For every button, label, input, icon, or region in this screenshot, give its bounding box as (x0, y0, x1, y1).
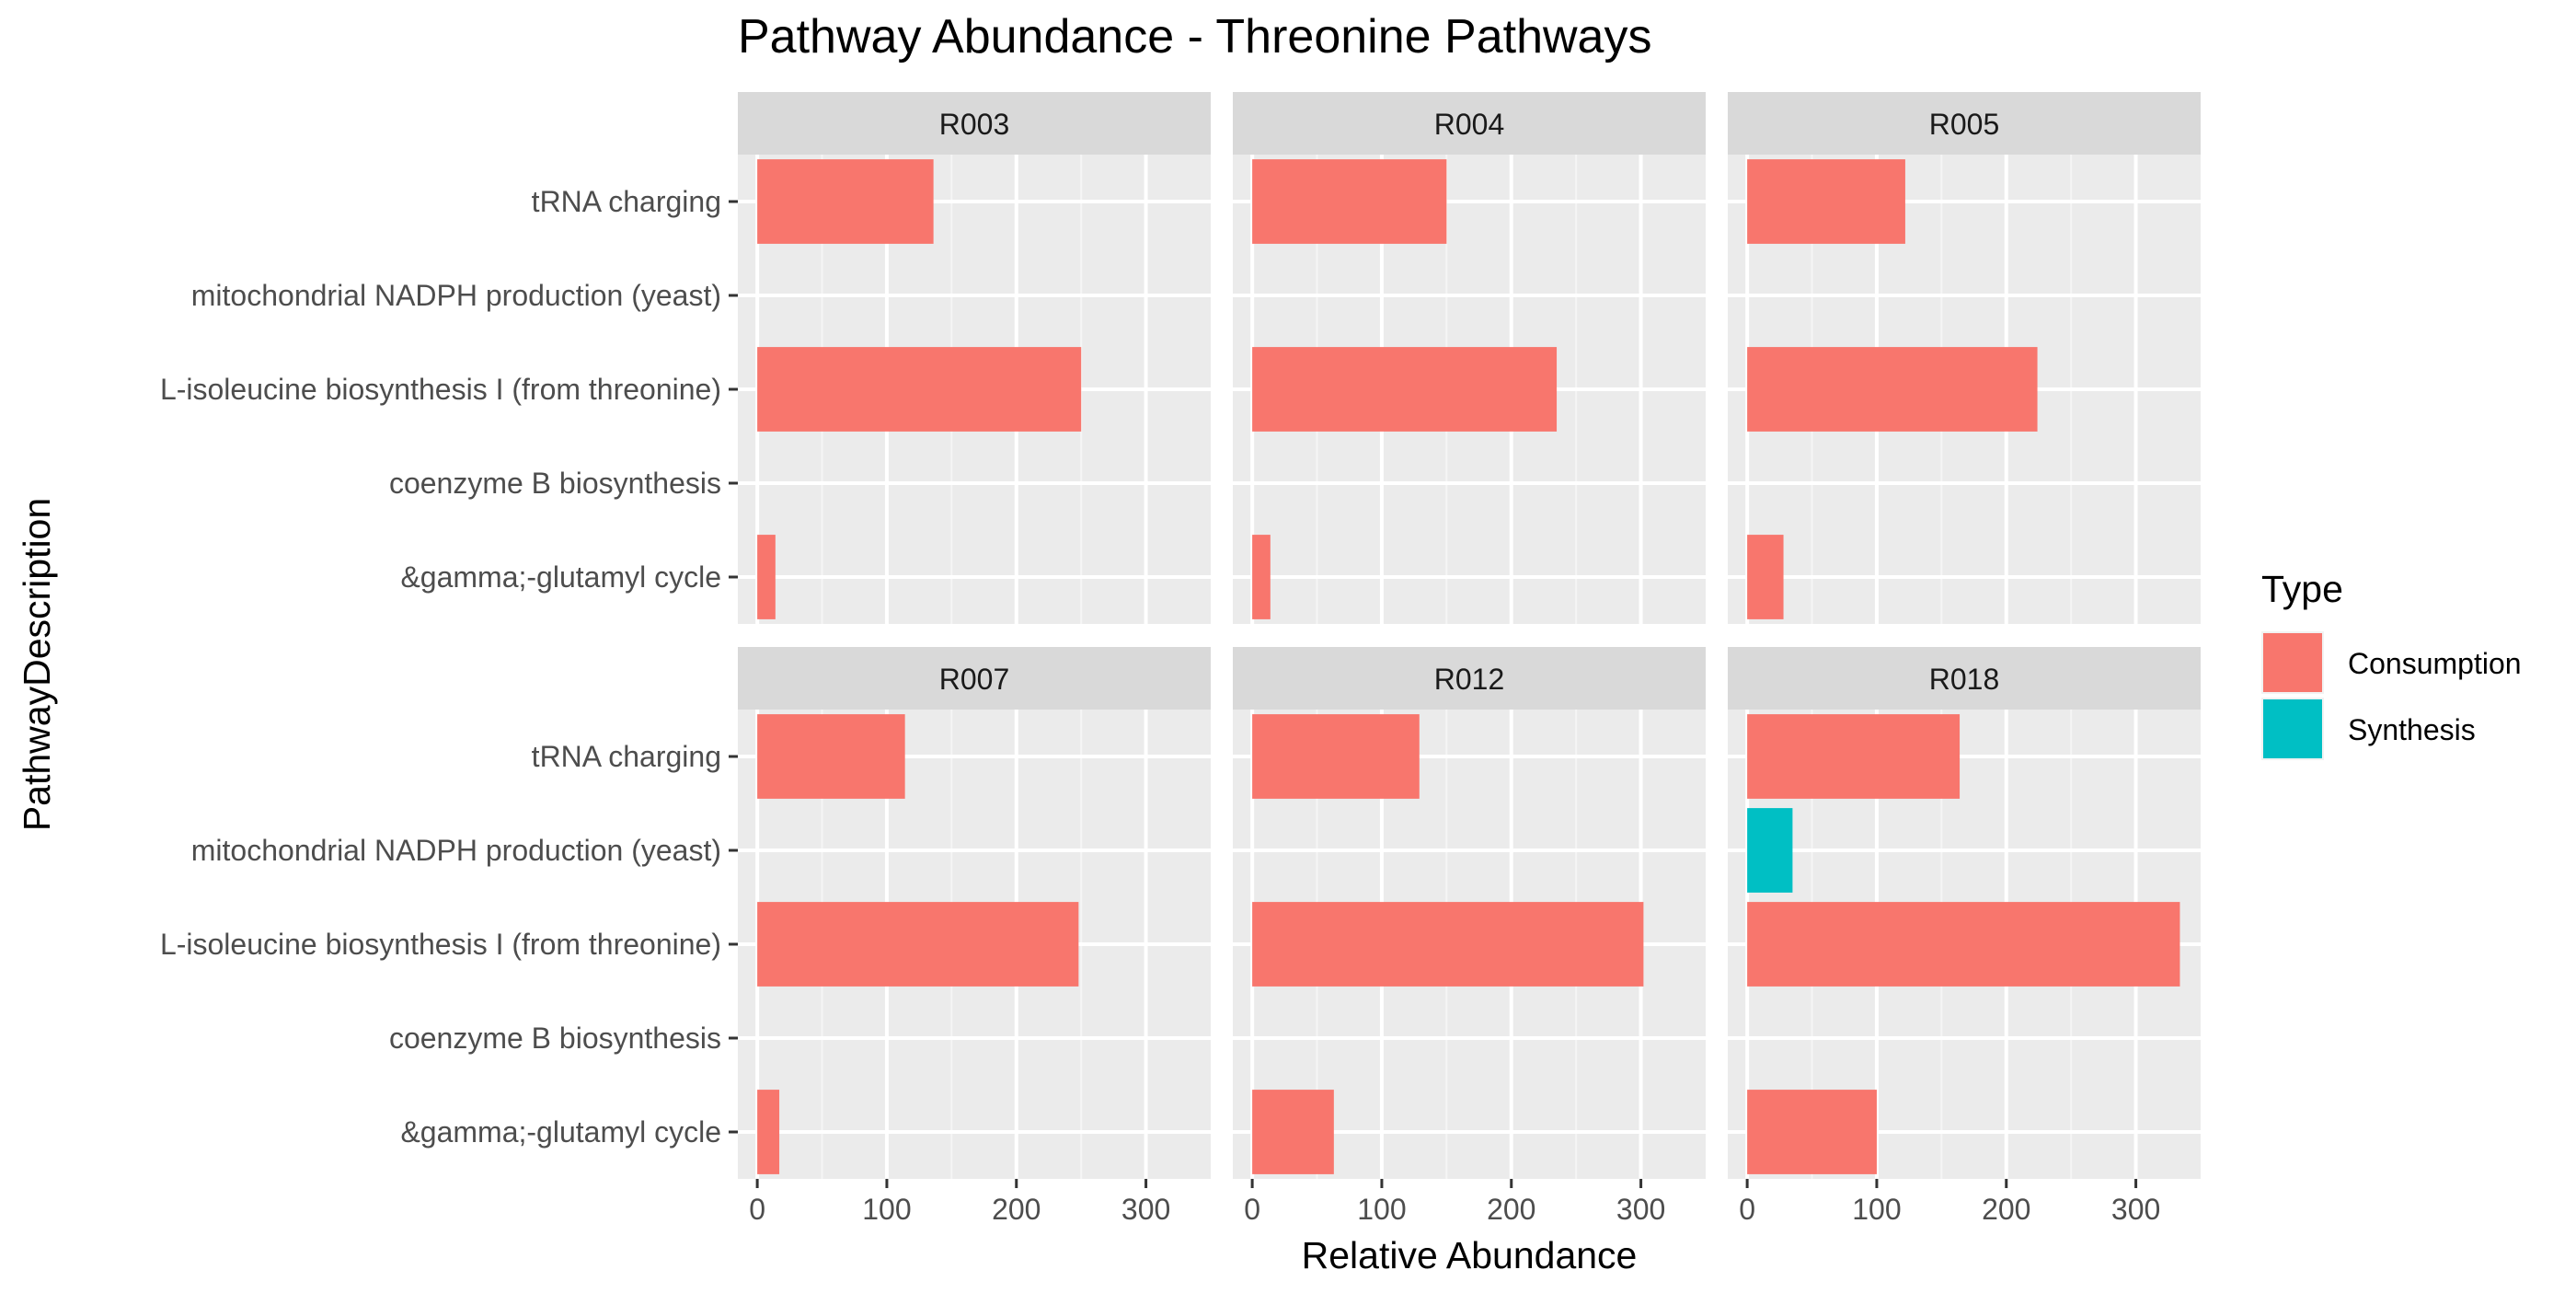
bar-consumption (1747, 159, 1905, 244)
legend-label: Consumption (2348, 647, 2522, 680)
facet-panel-R003: R003 tRNA charging mitochondrial NADPH pro… (160, 92, 1211, 624)
bar-consumption (1747, 535, 1784, 619)
facet-strip-label: R012 (1434, 663, 1505, 696)
x-tick-label: 200 (1487, 1193, 1535, 1226)
x-tick-label: 0 (749, 1193, 765, 1226)
facet-panel-R018: R018 0 100 200 300 (1728, 647, 2201, 1226)
facet-strip (1233, 92, 1706, 155)
bar-consumption (757, 347, 1082, 432)
facet-strip-label: R003 (939, 108, 1010, 141)
y-tick-label: coenzyme B biosynthesis (389, 1022, 721, 1055)
y-tick-label: &gamma;-glutamyl cycle (400, 1115, 721, 1149)
x-tick-label: 100 (1852, 1193, 1901, 1226)
y-tick-label: tRNA charging (532, 185, 721, 218)
bar-consumption (1252, 902, 1644, 987)
bar-consumption (1747, 902, 2180, 987)
bar-synthesis (1747, 808, 1793, 893)
legend-key-consumption (2263, 633, 2322, 692)
x-tick-label: 200 (1982, 1193, 2030, 1226)
y-tick-label: coenzyme B biosynthesis (389, 467, 721, 500)
x-tick-label: 300 (1121, 1193, 1170, 1226)
facet-strip-label: R004 (1434, 108, 1505, 141)
facet-panel-R007: R007 tRNA charging mitochondrial NADPH pro… (160, 647, 1211, 1226)
facet-strip (1233, 647, 1706, 710)
x-tick-label: 100 (862, 1193, 911, 1226)
bar-consumption (757, 902, 1079, 987)
facet-panel-R005: R005 (1728, 92, 2201, 624)
bar-consumption (1252, 535, 1271, 619)
x-tick-label: 300 (1616, 1193, 1665, 1226)
bar-consumption (1252, 714, 1420, 799)
x-tick-label: 0 (1739, 1193, 1755, 1226)
y-axis-title: PathwayDescription (16, 498, 58, 831)
facet-strip (1728, 92, 2201, 155)
bar-consumption (1747, 714, 1961, 799)
bar-consumption (1747, 1090, 1877, 1174)
bar-consumption (1252, 159, 1447, 244)
facet-strip-label: R007 (939, 663, 1010, 696)
panels-layer: R003 tRNA charging mitochondrial NADPH pro… (160, 92, 2201, 1226)
bar-consumption (1252, 347, 1558, 432)
x-tick-label: 300 (2111, 1193, 2160, 1226)
facet-strip (738, 92, 1211, 155)
y-tick-label: tRNA charging (532, 740, 721, 773)
legend-key-synthesis (2263, 699, 2322, 758)
facet-panel-R004: R004 (1233, 92, 1706, 624)
facet-strip-label: R005 (1929, 108, 2000, 141)
bar-consumption (757, 159, 934, 244)
chart-title: Pathway Abundance - Threonine Pathways (738, 10, 1651, 63)
facet-strip (1728, 647, 2201, 710)
bar-consumption (757, 535, 776, 619)
facet-strip (738, 647, 1211, 710)
facet-panel-R012: R012 0 100 200 300 (1233, 647, 1706, 1226)
y-tick-label: mitochondrial NADPH production (yeast) (191, 834, 721, 867)
y-tick-label: L-isoleucine biosynthesis I (from threon… (160, 373, 721, 406)
y-tick-label: L-isoleucine biosynthesis I (from threon… (160, 928, 721, 961)
facet-strip-label: R018 (1929, 663, 2000, 696)
x-tick-label: 100 (1357, 1193, 1406, 1226)
legend-title: Type (2261, 568, 2343, 610)
legend-label: Synthesis (2348, 713, 2476, 746)
bar-consumption (757, 714, 905, 799)
x-tick-label: 0 (1244, 1193, 1260, 1226)
y-tick-label: mitochondrial NADPH production (yeast) (191, 279, 721, 312)
bar-consumption (1747, 347, 2038, 432)
bar-consumption (1252, 1090, 1334, 1174)
x-tick-label: 200 (992, 1193, 1041, 1226)
legend: Type Consumption Synthesis (2261, 568, 2522, 760)
y-tick-label: &gamma;-glutamyl cycle (400, 560, 721, 594)
x-axis-title: Relative Abundance (1302, 1234, 1638, 1276)
bar-consumption (757, 1090, 780, 1174)
